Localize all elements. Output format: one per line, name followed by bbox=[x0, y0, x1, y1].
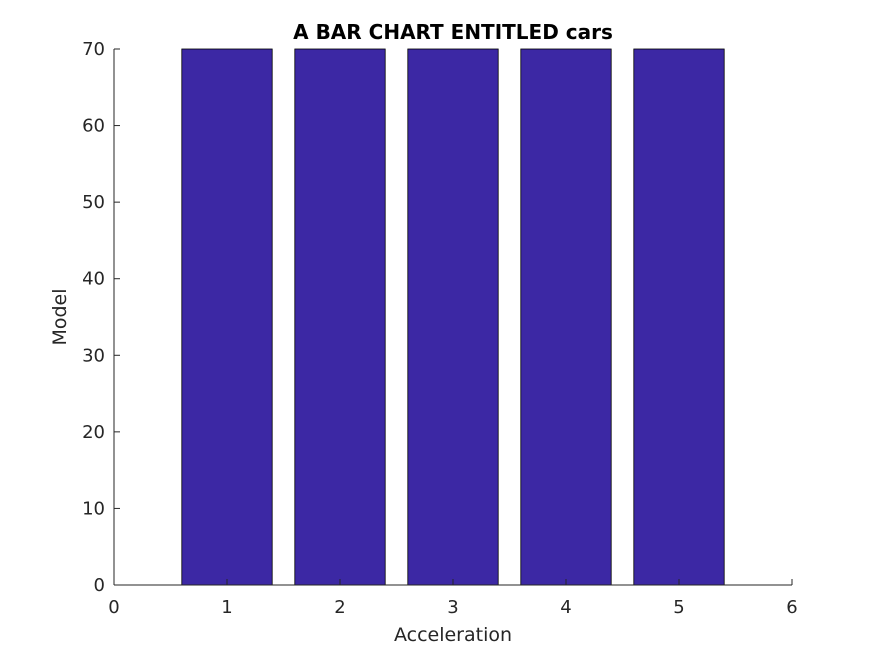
y-tick-label: 30 bbox=[82, 345, 105, 366]
x-tick-label: 0 bbox=[108, 597, 119, 618]
y-tick-label: 0 bbox=[94, 575, 105, 596]
y-tick-label: 60 bbox=[82, 116, 105, 137]
x-tick-label: 2 bbox=[334, 597, 345, 618]
x-tick-label: 5 bbox=[673, 597, 684, 618]
bar-3 bbox=[407, 48, 499, 586]
chart-title: A BAR CHART ENTITLED cars bbox=[293, 20, 613, 44]
bar-2 bbox=[294, 48, 386, 586]
y-tick-label: 70 bbox=[82, 39, 105, 60]
y-axis-label: Model bbox=[49, 288, 71, 345]
x-tick-label: 6 bbox=[786, 597, 797, 618]
bar-4 bbox=[520, 48, 612, 586]
x-tick-label: 3 bbox=[447, 597, 458, 618]
x-axis-label: Acceleration bbox=[394, 624, 512, 646]
y-tick-label: 50 bbox=[82, 192, 105, 213]
bar-5 bbox=[633, 48, 725, 586]
x-tick-label: 1 bbox=[221, 597, 232, 618]
bars-group bbox=[181, 48, 725, 586]
bar-1 bbox=[181, 48, 273, 586]
y-tick-label: 40 bbox=[82, 269, 105, 290]
y-tick-label: 20 bbox=[82, 422, 105, 443]
x-tick-label: 4 bbox=[560, 597, 571, 618]
y-tick-label: 10 bbox=[82, 498, 105, 519]
